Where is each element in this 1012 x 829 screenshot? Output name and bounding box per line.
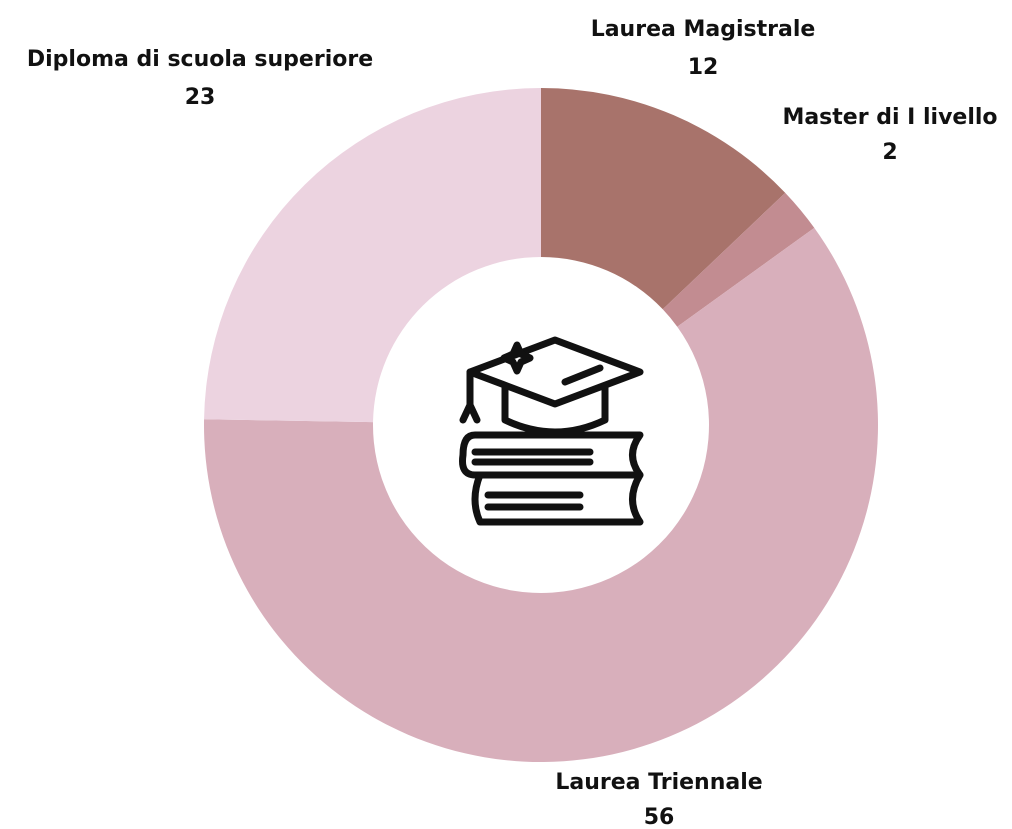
donut-slice [541,88,786,310]
value-label: 23 [185,85,216,110]
slice-label: Master di I livello [782,105,997,130]
slice-label: Laurea Magistrale [591,17,816,42]
slices [204,88,878,762]
donut-slice [662,192,815,327]
slice-label: Laurea Triennale [555,770,762,795]
donut-slice [204,88,541,423]
donut-slice [204,227,878,762]
slice-label: Diploma di scuola superiore [27,47,373,72]
value-label: 56 [644,805,675,829]
value-label: 12 [688,55,719,80]
center-icon [459,336,644,526]
value-label: 2 [882,140,897,165]
